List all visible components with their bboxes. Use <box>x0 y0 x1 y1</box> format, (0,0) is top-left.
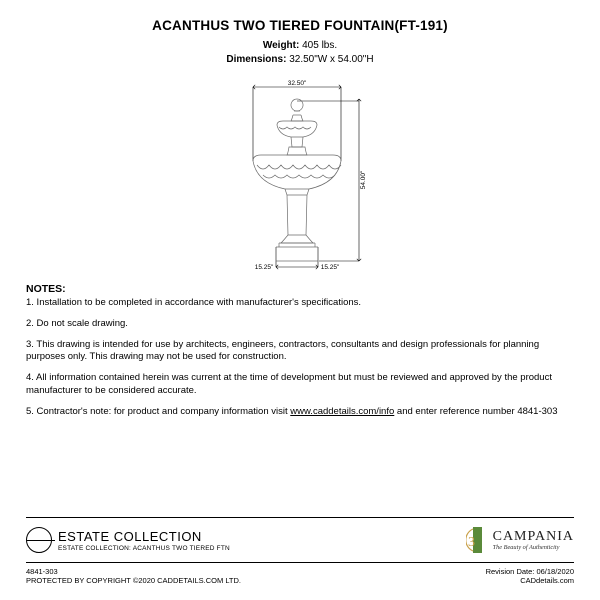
note-4: 4. All information contained herein was … <box>26 372 574 398</box>
caddetails-link[interactable]: www.caddetails.com/info <box>290 406 394 417</box>
footer-bottom: 4841-303 PROTECTED BY COPYRIGHT ©2020 CA… <box>26 563 574 587</box>
weight-value: 405 lbs. <box>302 40 337 51</box>
spec-block: Weight: 405 lbs. Dimensions: 32.50"W x 5… <box>26 39 574 67</box>
revision-date: Revision Date: 06/18/2020 <box>486 567 574 577</box>
notes-heading: NOTES: <box>26 283 574 295</box>
campania-tagline: The Beauty of Authenticity <box>493 544 574 551</box>
copyright: PROTECTED BY COPYRIGHT ©2020 CADDETAILS.… <box>26 576 241 586</box>
ref-number: 4841-303 <box>26 567 241 577</box>
site-name: CADdetails.com <box>486 576 574 586</box>
notes-section: NOTES: 1. Installation to be completed i… <box>26 283 574 419</box>
svg-text:54.00": 54.00" <box>360 170 367 189</box>
page-title: ACANTHUS TWO TIERED FOUNTAIN(FT-191) <box>26 18 574 33</box>
note-2: 2. Do not scale drawing. <box>26 318 574 331</box>
campania-icon: 3 <box>466 525 488 555</box>
campania-logo: 3 CAMPANIA The Beauty of Authenticity <box>466 525 574 555</box>
svg-text:3: 3 <box>468 535 475 550</box>
svg-text:32.50": 32.50" <box>288 80 307 87</box>
note-5-post: and enter reference number 4841-303 <box>394 406 557 417</box>
estate-title: ESTATE COLLECTION <box>58 529 230 544</box>
footer-top: ESTATE COLLECTION ESTATE COLLECTION: ACA… <box>26 517 574 563</box>
dim-value: 32.50"W x 54.00"H <box>289 54 373 65</box>
estate-subtitle: ESTATE COLLECTION: ACANTHUS TWO TIERED F… <box>58 545 230 552</box>
footer: ESTATE COLLECTION ESTATE COLLECTION: ACA… <box>26 517 574 587</box>
dim-label: Dimensions: <box>226 54 286 65</box>
campania-brand: CAMPANIA <box>493 529 574 545</box>
note-1: 1. Installation to be completed in accor… <box>26 297 574 310</box>
weight-label: Weight: <box>263 40 299 51</box>
estate-logo: ESTATE COLLECTION ESTATE COLLECTION: ACA… <box>26 527 230 553</box>
note-5: 5. Contractor's note: for product and co… <box>26 406 574 419</box>
svg-text:15.25": 15.25" <box>321 264 340 271</box>
note-5-pre: 5. Contractor's note: for product and co… <box>26 406 290 417</box>
svg-text:15.25": 15.25" <box>255 264 274 271</box>
estate-circle-icon <box>26 527 52 553</box>
note-3: 3. This drawing is intended for use by a… <box>26 339 574 365</box>
technical-drawing: 32.50" 54.00" 15.25" 15.25" <box>26 75 574 273</box>
